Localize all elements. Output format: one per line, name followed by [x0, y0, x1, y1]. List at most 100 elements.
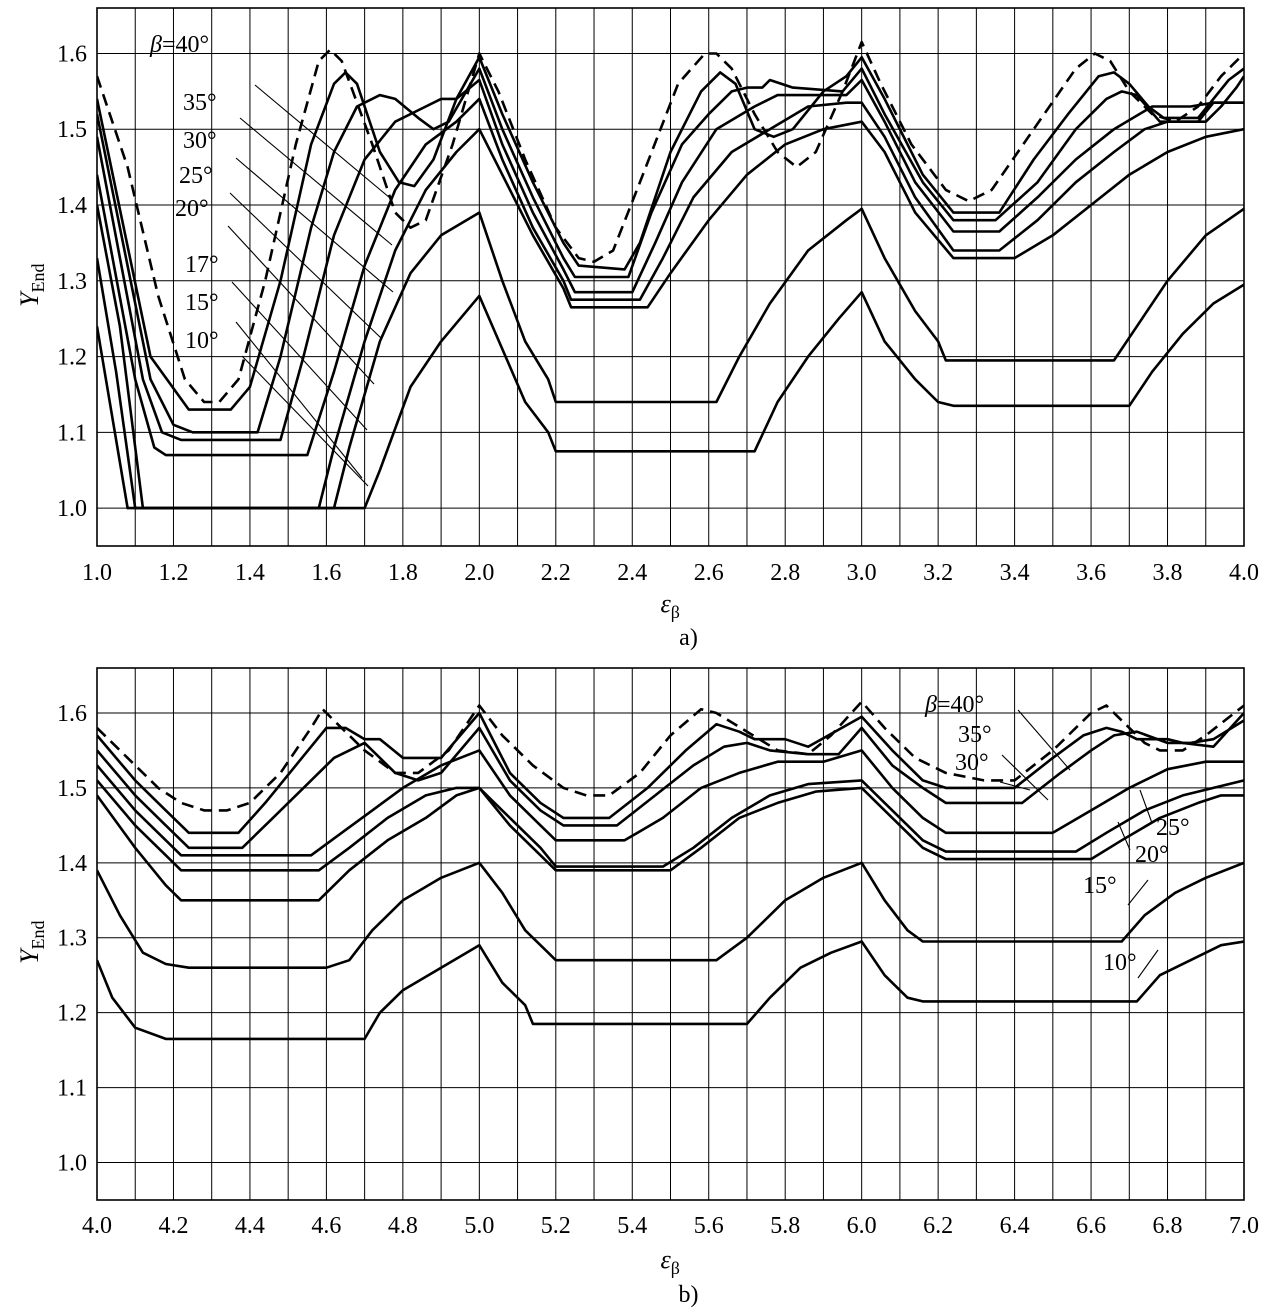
- y-tick-label: 1.6: [57, 701, 87, 727]
- series-label: 17°: [185, 252, 219, 278]
- x-tick-label: 3.2: [923, 560, 953, 586]
- label-leader-line: [229, 192, 382, 339]
- x-tick-label: 5.0: [464, 1213, 494, 1239]
- label-leader-line: [227, 225, 375, 385]
- series-label: 10°: [1103, 950, 1137, 976]
- x-tick-label: 6.6: [1076, 1213, 1106, 1239]
- x-tick-label: 2.6: [694, 560, 724, 586]
- label-leader-line: [1001, 754, 1049, 801]
- series-line: [97, 779, 1244, 872]
- x-tick-label: 4.8: [388, 1213, 418, 1239]
- label-leader-line: [235, 157, 394, 293]
- y-tick-label: 1.5: [57, 776, 87, 802]
- y-tick-label: 1.4: [57, 193, 87, 219]
- x-tick-label: 5.8: [770, 1213, 800, 1239]
- panel-a: 1.0 1.1 1.2 1.3 1.4 1.5 1.6 1.0 1.2 1.4 1.6 1.8 2.0 2…: [15, 7, 1259, 651]
- series-group: [97, 700, 1244, 1041]
- x-tick-label: 6.0: [847, 1213, 877, 1239]
- x-tick-label: 6.8: [1153, 1213, 1183, 1239]
- y-axis-label: YEnd: [15, 921, 48, 964]
- series-line: [97, 40, 1244, 404]
- panel-caption: a): [679, 625, 698, 651]
- series-line: [97, 97, 1244, 457]
- series-line: [97, 786, 1244, 902]
- x-tick-label: 7.0: [1229, 1213, 1259, 1239]
- series-line: [97, 700, 1244, 812]
- x-tick-label: 4.4: [235, 1213, 265, 1239]
- x-axis-label: εβ: [661, 1245, 680, 1278]
- series-label: β=40°: [924, 692, 984, 718]
- panel-b: 1.0 1.1 1.2 1.3 1.4 1.5 1.6 4.0 4.2 4.4 4.6 4.8 5.0 5…: [15, 667, 1259, 1308]
- y-tick-label: 1.3: [57, 926, 87, 952]
- x-tick-label: 1.2: [158, 560, 188, 586]
- series-line: [97, 283, 1244, 510]
- series-label: 20°: [175, 196, 209, 222]
- y-tick-label: 1.1: [57, 420, 87, 446]
- label-leader-line: [254, 84, 391, 199]
- series-label: 35°: [183, 90, 217, 116]
- x-tick-label: 3.0: [847, 560, 877, 586]
- label-leader-line: [235, 321, 363, 479]
- series-label: 25°: [179, 163, 213, 189]
- label-leader-line: [1127, 879, 1149, 906]
- x-tick-label: 4.6: [311, 1213, 341, 1239]
- y-tick-label: 1.2: [57, 345, 87, 371]
- series-label: 35°: [958, 722, 992, 748]
- x-tick-label: 5.2: [541, 1213, 571, 1239]
- label-leader-line: [231, 281, 368, 431]
- label-leader-line: [1137, 949, 1159, 979]
- y-tick-label: 1.5: [57, 117, 87, 143]
- series-line: [97, 719, 1244, 850]
- x-tick-label: 1.0: [82, 560, 112, 586]
- x-tick-label: 4.0: [1229, 560, 1259, 586]
- series-label: 15°: [1083, 873, 1117, 899]
- y-tick-label: 1.4: [57, 851, 87, 877]
- series-label: 25°: [1156, 815, 1190, 841]
- x-tick-label: 4.0: [82, 1213, 112, 1239]
- series-group: [97, 40, 1244, 510]
- series-line: [97, 861, 1244, 969]
- x-tick-label: 1.4: [235, 560, 265, 586]
- x-tick-label: 5.4: [617, 1213, 647, 1239]
- y-tick-label: 1.1: [57, 1076, 87, 1102]
- x-tick-label: 3.8: [1153, 560, 1183, 586]
- label-leader-line: [1139, 789, 1153, 824]
- series-label: 30°: [955, 750, 989, 776]
- series-line: [97, 120, 1244, 510]
- series-label: 10°: [185, 328, 219, 354]
- panel-caption: b): [679, 1282, 699, 1308]
- x-tick-label: 1.8: [388, 560, 418, 586]
- series-line: [97, 940, 1244, 1041]
- x-axis-label: εβ: [661, 589, 680, 622]
- y-tick-label: 1.6: [57, 41, 87, 67]
- x-tick-label: 6.2: [923, 1213, 953, 1239]
- y-tick-label: 1.0: [57, 496, 87, 522]
- label-leader-line: [241, 355, 369, 487]
- x-tick-label: 5.6: [694, 1213, 724, 1239]
- series-line: [97, 207, 1244, 510]
- series-line: [97, 78, 1244, 442]
- y-tick-label: 1.3: [57, 269, 87, 295]
- label-leader-line: [239, 117, 393, 246]
- y-tick-label: 1.0: [57, 1151, 87, 1177]
- series-label: 30°: [183, 128, 217, 154]
- series-label: β=40°: [149, 32, 209, 58]
- x-tick-label: 6.4: [1000, 1213, 1030, 1239]
- series-label: 20°: [1135, 842, 1169, 868]
- series-line: [97, 749, 1244, 857]
- x-tick-label: 2.2: [541, 560, 571, 586]
- series-line: [97, 711, 1244, 835]
- series-line: [97, 56, 1244, 411]
- series-label: 15°: [185, 290, 219, 316]
- label-leader-line: [999, 781, 1031, 791]
- x-tick-label: 3.4: [1000, 560, 1030, 586]
- label-leader-line: [1017, 709, 1071, 771]
- y-tick-label: 1.2: [57, 1001, 87, 1027]
- series-line: [97, 67, 1244, 434]
- y-axis-label: YEnd: [15, 264, 48, 307]
- x-tick-label: 3.6: [1076, 560, 1106, 586]
- x-tick-label: 2.4: [617, 560, 647, 586]
- x-tick-label: 2.8: [770, 560, 800, 586]
- x-tick-label: 1.6: [311, 560, 341, 586]
